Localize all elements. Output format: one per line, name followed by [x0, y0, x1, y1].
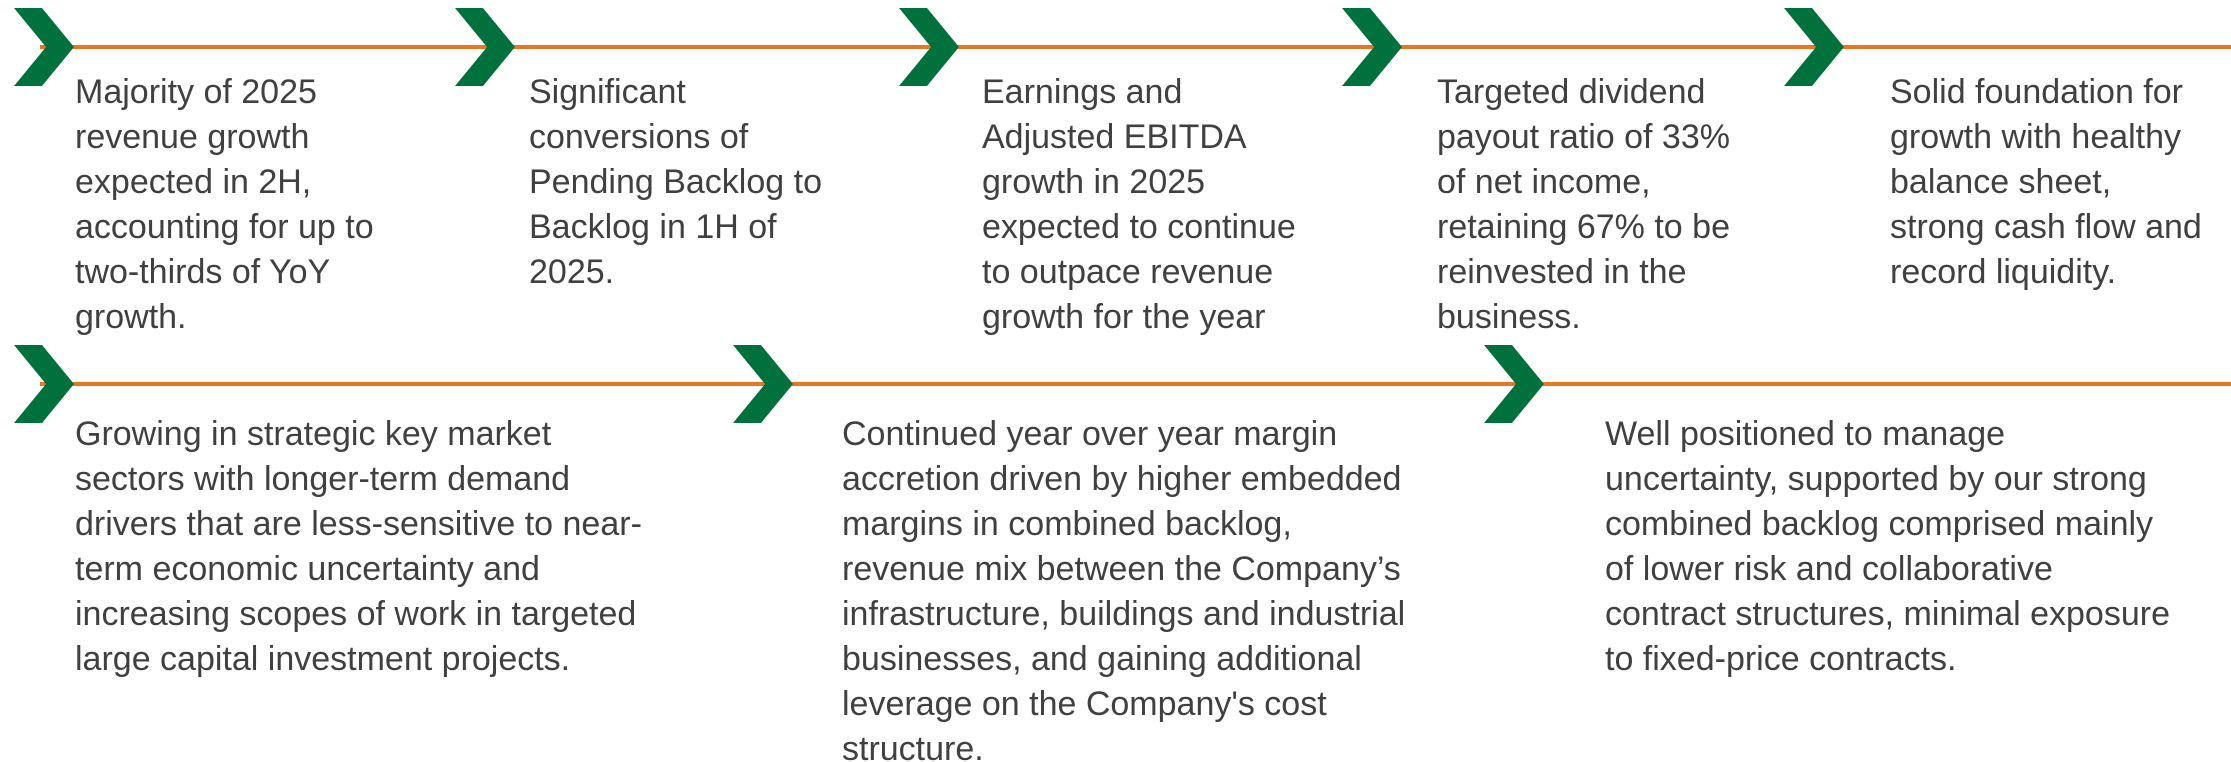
text-line: expected in 2H, — [75, 163, 312, 201]
text-line: business. — [1437, 298, 1581, 336]
text-line: of net income, — [1437, 163, 1651, 201]
text-line: Majority of 2025 — [75, 73, 317, 111]
milestone-text: Earnings and Adjusted EBITDA growth in 202… — [982, 70, 1296, 340]
text-line: drivers that are less-sensitive to near- — [75, 505, 642, 543]
text-line: revenue mix between the Company’s — [842, 550, 1401, 588]
text-line: expected to continue — [982, 208, 1296, 246]
milestone-text: Continued year over year margin accretion… — [842, 412, 1405, 762]
text-line: accounting for up to — [75, 208, 374, 246]
text-line: Solid foundation for — [1890, 73, 2183, 111]
text-line: to fixed-price contracts. — [1605, 640, 1957, 678]
text-line: structure. — [842, 730, 984, 762]
milestone-text: Significant conversions of Pending Backlog… — [529, 70, 822, 295]
text-line: sectors with longer-term demand — [75, 460, 571, 498]
chevron — [1342, 8, 1402, 86]
milestone-text: Majority of 2025 revenue growth expected i… — [75, 70, 374, 340]
text-line: two-thirds of YoY — [75, 253, 331, 291]
text-line: reinvested in the — [1437, 253, 1687, 291]
text-line: payout ratio of 33% — [1437, 118, 1730, 156]
text-line: Well positioned to manage — [1605, 415, 2006, 453]
chevron — [455, 8, 515, 86]
text-line: accretion driven by higher embedded — [842, 460, 1402, 498]
text-line: retaining 67% to be — [1437, 208, 1730, 246]
text-line: growth in 2025 — [982, 163, 1206, 201]
text-line: Significant — [529, 73, 686, 111]
text-line: strong cash flow and — [1890, 208, 2202, 246]
text-line: to outpace revenue — [982, 253, 1274, 291]
text-line: Earnings and — [982, 73, 1183, 111]
milestone-text: Solid foundation for growth with healthy b… — [1890, 70, 2202, 295]
text-line: businesses, and gaining additional — [842, 640, 1362, 678]
text-line: Adjusted EBITDA — [982, 118, 1247, 156]
text-line: Targeted dividend — [1437, 73, 1706, 111]
text-line: growth with healthy — [1890, 118, 2182, 156]
text-line: Pending Backlog to — [529, 163, 822, 201]
text-line: revenue growth — [75, 118, 310, 156]
text-line: Backlog in 1H of — [529, 208, 777, 246]
text-line: leverage on the Company's cost — [842, 685, 1327, 723]
text-line: growth for the year — [982, 298, 1266, 336]
chevron — [733, 345, 793, 423]
text-line: record liquidity. — [1890, 253, 2117, 291]
text-line: 2025. — [529, 253, 615, 291]
milestone-text: Growing in strategic key market sectors w… — [75, 412, 642, 682]
text-line: term economic uncertainty and — [75, 550, 540, 588]
milestone-text: Targeted dividend payout ratio of 33% of n… — [1437, 70, 1730, 340]
text-line: Continued year over year margin — [842, 415, 1338, 453]
text-line: large capital investment projects. — [75, 640, 571, 678]
chevron — [14, 345, 74, 423]
text-line: conversions of — [529, 118, 749, 156]
milestone-text: Well positioned to manage uncertainty, su… — [1605, 412, 2170, 682]
chevron — [1484, 345, 1544, 423]
text-line: contract structures, minimal exposure — [1605, 595, 2170, 633]
text-line: uncertainty, supported by our strong — [1605, 460, 2147, 498]
text-line: increasing scopes of work in targeted — [75, 595, 637, 633]
chevron — [1784, 8, 1844, 86]
text-line: Growing in strategic key market — [75, 415, 552, 453]
text-line: of lower risk and collaborative — [1605, 550, 2053, 588]
text-line: combined backlog comprised mainly — [1605, 505, 2154, 543]
chevron — [14, 8, 74, 86]
text-line: balance sheet, — [1890, 163, 2112, 201]
chevron — [899, 8, 959, 86]
text-line: infrastructure, buildings and industrial — [842, 595, 1406, 633]
text-line: growth. — [75, 298, 187, 336]
text-line: margins in combined backlog, — [842, 505, 1292, 543]
